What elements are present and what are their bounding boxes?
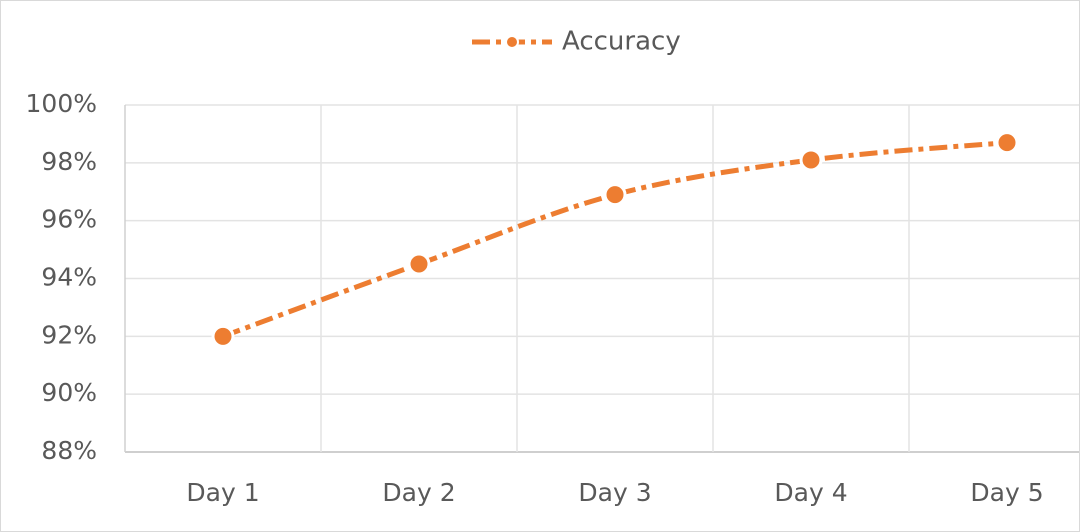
grid: 88% 90% 92% 94% 96% 98% 100% Day 1 Day 2 Day 3 Day… <box>26 89 1079 507</box>
y-tick-label: 92% <box>41 320 97 349</box>
x-tick-label: Day 1 <box>186 478 259 507</box>
x-tick-label: Day 2 <box>382 478 455 507</box>
plot <box>211 131 1019 348</box>
y-tick-label: 90% <box>41 378 97 407</box>
legend-label: Accuracy <box>562 27 681 57</box>
data-point <box>995 131 1019 155</box>
data-point <box>799 148 823 172</box>
x-tick-label: Day 5 <box>970 478 1043 507</box>
y-tick-label: 96% <box>41 205 97 234</box>
x-tick-label: Day 3 <box>578 478 651 507</box>
y-tick-label: 88% <box>41 436 97 465</box>
y-tick-label: 98% <box>41 147 97 176</box>
x-tick-label: Day 4 <box>774 478 847 507</box>
legend-marker <box>505 35 519 49</box>
data-point <box>603 183 627 207</box>
y-tick-label: 100% <box>26 89 97 118</box>
legend: Accuracy <box>472 27 681 57</box>
data-point <box>407 252 431 276</box>
y-tick-label: 94% <box>41 263 97 292</box>
data-point <box>211 324 235 348</box>
